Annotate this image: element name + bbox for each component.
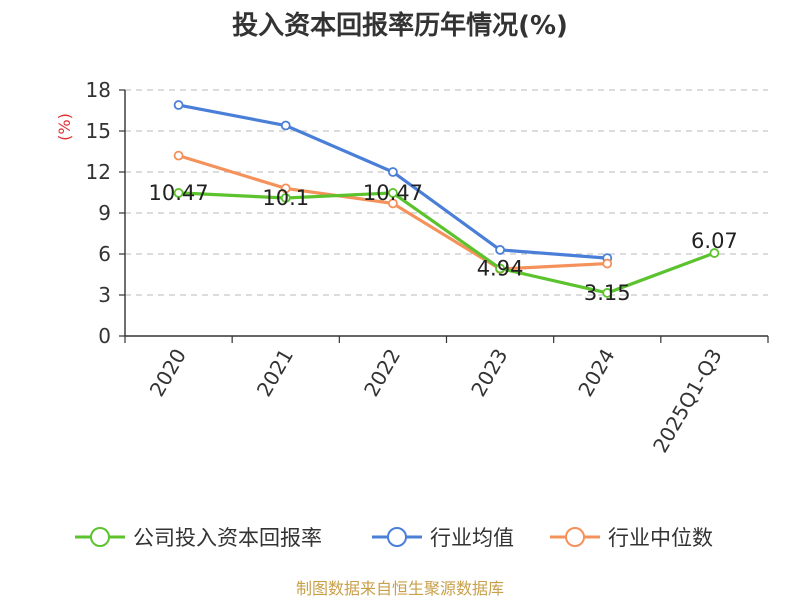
x-tick-label-2023: 2023 (466, 345, 512, 401)
data-label-0: 10.47 (149, 181, 209, 205)
x-tick-label-2024: 2024 (573, 345, 619, 401)
y-tick-label-18: 18 (86, 78, 111, 102)
chart-title: 投入资本回报率历年情况(%) (232, 10, 568, 41)
point-1-2 (388, 167, 398, 177)
point-1-0 (173, 100, 184, 110)
data-label-2: 10.47 (363, 181, 423, 205)
point-2-1 (280, 183, 291, 194)
point-0-0 (173, 188, 184, 198)
x-tick-label-2022: 2022 (359, 345, 405, 401)
point-0-5 (709, 248, 720, 258)
legend-marker-1 (387, 527, 407, 547)
legend-marker-0 (90, 527, 110, 547)
axes: 0 3 6 9 12 15 18 2020 2021 2022 2023 2024 2025Q1-Q3 (86, 78, 769, 457)
x-tick-label-2021: 2021 (252, 345, 298, 401)
series-line-0 (178, 191, 715, 295)
point-0-2 (388, 188, 398, 198)
point-2-2 (388, 198, 398, 209)
y-tick-label-12: 12 (86, 160, 111, 184)
y-tick-label-6: 6 (98, 242, 111, 266)
y-tick-label-0: 0 (98, 324, 111, 348)
point-1-1 (280, 120, 291, 131)
x-tick-label-2025Q1-Q3: 2025Q1-Q3 (648, 345, 727, 457)
x-tick-label-2020: 2020 (145, 345, 191, 401)
data-labels: 10.47 10.1 10.47 4.94 3.15 6.07 (149, 181, 738, 305)
data-label-1: 10.1 (262, 186, 309, 210)
y-tick-label-15: 15 (86, 119, 111, 143)
data-label-5: 6.07 (691, 229, 738, 253)
point-0-3 (495, 263, 505, 274)
y-axis-label: (%) (55, 113, 74, 141)
y-tick-label-3: 3 (98, 283, 111, 307)
legend-label-1: 行业均值 (430, 526, 514, 550)
y-tick-label-9: 9 (98, 201, 111, 225)
legend-marker-2 (565, 527, 585, 547)
source-note: 制图数据来自恒生聚源数据库 (296, 579, 504, 598)
point-0-4 (602, 288, 613, 298)
point-0-1 (280, 193, 291, 203)
point-2-4 (602, 258, 613, 269)
legend: 公司投入资本回报率 行业均值 行业中位数 (75, 526, 713, 550)
point-1-3 (495, 244, 505, 255)
series-group (173, 100, 720, 298)
point-2-0 (173, 150, 184, 161)
gridlines (125, 89, 768, 296)
legend-label-0: 公司投入资本回报率 (133, 526, 322, 550)
data-label-3: 4.94 (477, 256, 524, 280)
data-label-4: 3.15 (584, 281, 631, 305)
legend-label-2: 行业中位数 (608, 526, 713, 550)
